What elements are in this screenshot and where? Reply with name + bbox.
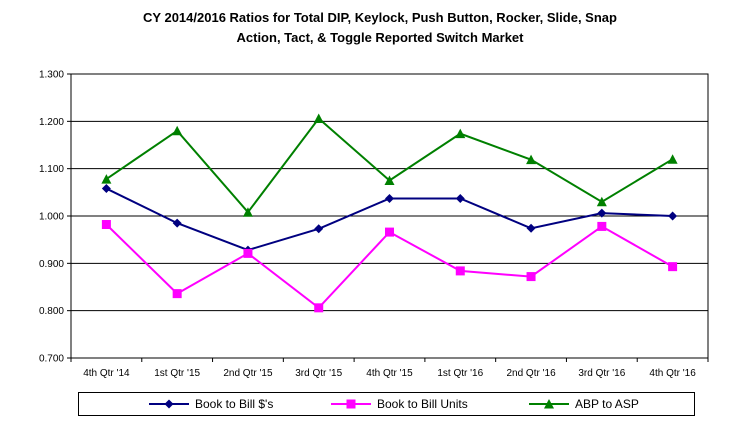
data-point-square xyxy=(314,303,324,313)
data-point-triangle xyxy=(667,154,678,164)
legend-item-book-to-bill-dollars: Book to Bill $'s xyxy=(147,396,273,412)
data-point-triangle xyxy=(596,196,607,207)
y-tick-label: 1.000 xyxy=(39,212,64,223)
legend-label-abp-to-asp: ABP to ASP xyxy=(575,397,639,411)
y-tick-label: 1.100 xyxy=(39,164,64,175)
line-chart: 0.700 0.800 0.900 1.000 1.100 1.200 1.300 4th Q… xyxy=(39,70,709,379)
legend-label-book-to-bill-dollars: Book to Bill $'s xyxy=(195,397,274,411)
data-point-square xyxy=(668,262,678,272)
legend-marker-triangle xyxy=(529,399,569,409)
data-point-square xyxy=(597,221,607,231)
y-tick-label: 1.300 xyxy=(39,70,64,81)
chart-title-line-1: CY 2014/2016 Ratios for Total DIP, Keylo… xyxy=(143,10,617,25)
legend-label-book-to-bill-units: Book to Bill Units xyxy=(377,397,468,411)
x-tick-label: 4th Qtr '16 xyxy=(649,368,696,379)
y-tick-label: 0.900 xyxy=(39,259,64,270)
data-point-diamond xyxy=(668,211,678,221)
legend-item-book-to-bill-units: Book to Bill Units xyxy=(329,396,468,412)
x-tick-label: 1st Qtr '16 xyxy=(437,368,483,379)
y-tick-label: 0.700 xyxy=(39,354,64,365)
data-point-square xyxy=(526,272,536,282)
x-tick-label: 4th Qtr '15 xyxy=(366,368,413,379)
x-tick-label: 3rd Qtr '16 xyxy=(578,368,625,379)
data-point-square xyxy=(172,289,182,299)
data-point-triangle xyxy=(455,128,466,139)
data-point-diamond xyxy=(172,218,182,228)
data-point-diamond xyxy=(455,193,465,203)
data-point-square xyxy=(385,227,394,237)
x-tick-label: 2nd Qtr '16 xyxy=(506,368,556,379)
data-point-square xyxy=(101,220,111,230)
data-point-diamond xyxy=(597,208,607,218)
data-point-diamond xyxy=(101,184,111,194)
chart-title-line-2: Action, Tact, & Toggle Reported Switch M… xyxy=(236,30,524,45)
x-tick-label: 1st Qtr '15 xyxy=(154,368,200,379)
data-point-triangle xyxy=(384,175,395,185)
legend-marker-square xyxy=(331,399,371,409)
data-point-triangle xyxy=(101,174,112,184)
data-point-triangle xyxy=(526,154,537,165)
data-point-square xyxy=(243,248,253,258)
chart-title: CY 2014/2016 Ratios for Total DIP, Keylo… xyxy=(60,8,700,48)
x-tick-label: 3rd Qtr '15 xyxy=(295,368,342,379)
plot-border xyxy=(70,73,709,359)
data-point-triangle xyxy=(242,207,253,217)
x-tick-label: 4th Qtr '14 xyxy=(83,368,130,379)
data-point-diamond xyxy=(385,193,394,203)
data-point-square xyxy=(455,266,465,276)
data-point-triangle xyxy=(313,113,324,123)
chart-legend: Book to Bill $'s Book to Bill Units ABP … xyxy=(78,392,695,416)
legend-marker-diamond xyxy=(149,399,189,409)
data-point-diamond xyxy=(526,223,536,233)
data-point-diamond xyxy=(314,224,324,234)
y-tick-label: 0.800 xyxy=(39,306,64,317)
x-tick-label: 2nd Qtr '15 xyxy=(223,368,273,379)
legend-item-abp-to-asp: ABP to ASP xyxy=(527,396,639,412)
data-point-triangle xyxy=(172,125,183,136)
y-tick-label: 1.200 xyxy=(39,117,64,128)
